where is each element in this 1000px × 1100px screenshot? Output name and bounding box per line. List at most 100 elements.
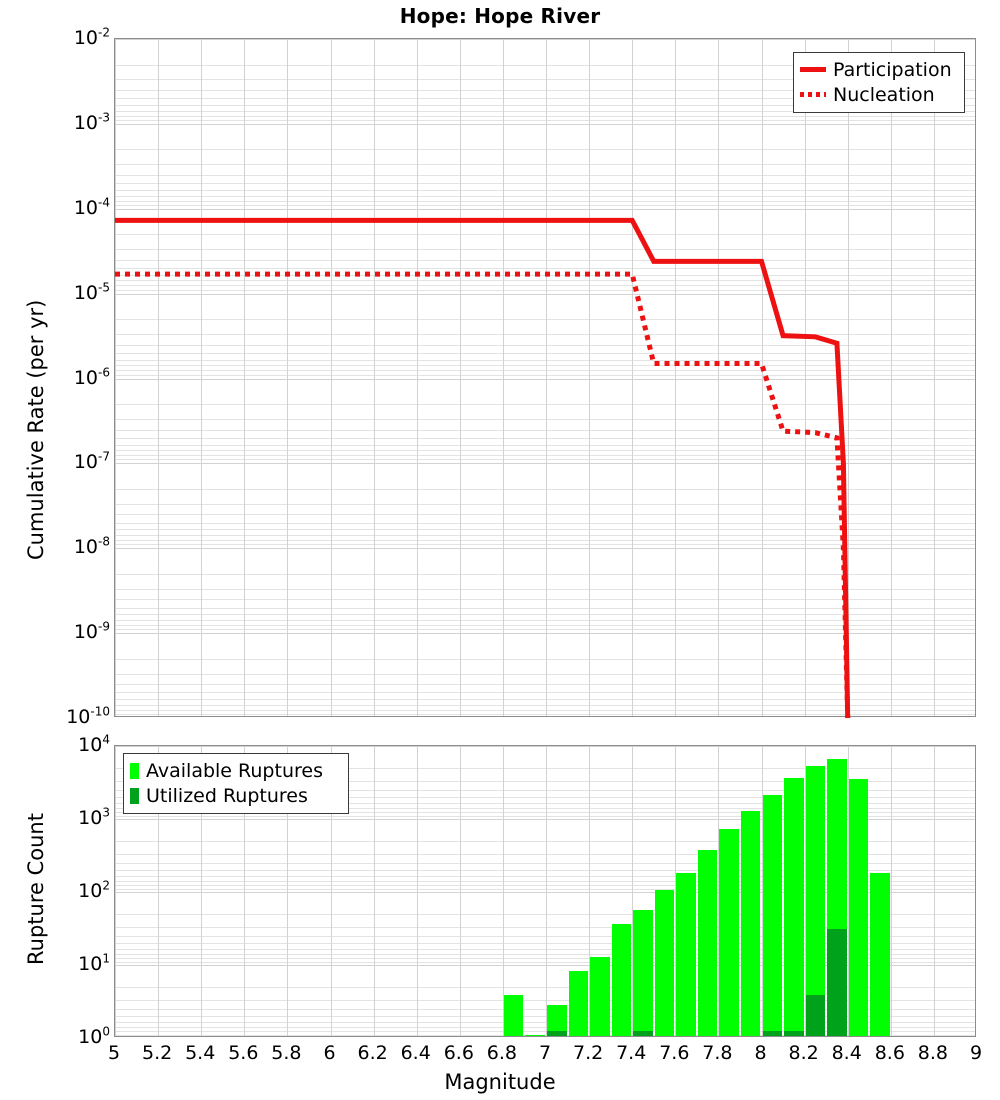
gridline-h xyxy=(115,79,975,80)
bar-group xyxy=(848,746,869,1036)
gridline-v xyxy=(115,746,116,1036)
gridline-v xyxy=(632,39,633,716)
gridline-h xyxy=(115,954,975,955)
gridline-v xyxy=(718,746,719,1036)
gridline-h xyxy=(115,881,975,882)
gridline-h xyxy=(115,419,975,420)
gridline-h xyxy=(115,290,975,291)
gridline-h xyxy=(115,808,975,809)
gridline-h xyxy=(115,90,975,91)
gridline-v xyxy=(675,746,676,1036)
gridline-h xyxy=(115,529,975,530)
gridline-h xyxy=(115,812,975,813)
xtick-label: 8.4 xyxy=(831,1042,862,1064)
xtick-label: 8.8 xyxy=(917,1042,948,1064)
gridline-v xyxy=(331,39,332,716)
gridline-v xyxy=(934,746,935,1036)
gridline-v xyxy=(374,746,375,1036)
figure-title: Hope: Hope River xyxy=(399,4,601,28)
ytick-label: 10-3 xyxy=(73,110,110,134)
gridline-v xyxy=(503,746,504,1036)
legend-label: Participation xyxy=(833,58,952,81)
bar-group xyxy=(633,746,653,1036)
xtick-label: 5.8 xyxy=(271,1042,302,1064)
gridline-v xyxy=(805,746,806,1036)
bar-available xyxy=(805,765,826,1036)
top-plot-ylabel: Cumulative Rate (per yr) xyxy=(24,299,48,560)
bar-group xyxy=(827,746,847,1036)
gridline-h xyxy=(115,962,975,963)
ytick-label: 103 xyxy=(78,805,110,829)
gridline-h xyxy=(115,205,975,206)
gridline-h xyxy=(115,841,975,842)
ytick-label: 10-5 xyxy=(73,280,110,304)
legend-dotted-line-icon xyxy=(800,92,826,97)
bar-group xyxy=(697,746,718,1036)
gridline-v xyxy=(287,746,288,1036)
bar-group xyxy=(805,746,826,1036)
gridline-h xyxy=(115,450,975,451)
gridline-h xyxy=(115,927,975,928)
gridline-h xyxy=(115,936,975,937)
gridline-v xyxy=(546,39,547,716)
bar-group xyxy=(654,746,675,1036)
gridline-h xyxy=(115,714,975,715)
bar-available xyxy=(870,873,890,1036)
bar-group xyxy=(676,746,696,1036)
bar-group xyxy=(740,746,761,1036)
gridline-h xyxy=(115,746,975,747)
gridline-h xyxy=(115,196,975,197)
ytick-label: 10-2 xyxy=(73,25,110,49)
legend-label: Utilized Ruptures xyxy=(146,784,308,807)
gridline-v xyxy=(201,39,202,716)
gridline-h xyxy=(115,1016,975,1017)
xtick-label: 5.6 xyxy=(228,1042,259,1064)
gridline-h xyxy=(115,958,975,959)
xtick-label: 6 xyxy=(323,1042,336,1064)
xtick-label: 6.6 xyxy=(443,1042,474,1064)
rupture-count-plot xyxy=(114,745,976,1037)
gridline-h xyxy=(115,589,975,590)
legend-item: Utilized Ruptures xyxy=(130,783,340,808)
gridline-h xyxy=(115,39,975,40)
bar-available xyxy=(611,924,632,1036)
xaxis-label: Magnitude xyxy=(444,1070,556,1094)
gridline-v xyxy=(546,746,547,1036)
bar-available xyxy=(654,890,675,1036)
gridline-h xyxy=(115,892,975,893)
gridline-h xyxy=(115,285,975,286)
gridline-h xyxy=(115,692,975,693)
gridline-h xyxy=(115,544,975,545)
gridline-h xyxy=(115,943,975,944)
bar-available xyxy=(676,873,696,1036)
top-plot-legend: Participation Nucleation xyxy=(793,52,965,113)
gridline-h xyxy=(115,633,975,634)
gridline-v xyxy=(718,39,719,716)
xtick-label: 7.4 xyxy=(616,1042,647,1064)
gridline-h xyxy=(115,319,975,320)
gridline-h xyxy=(115,404,975,405)
gridline-h xyxy=(115,105,975,106)
bar-utilized xyxy=(784,1031,804,1036)
gridline-h xyxy=(115,294,975,295)
xtick-label: 8.6 xyxy=(874,1042,905,1064)
bar-available xyxy=(848,779,869,1036)
gridline-h xyxy=(115,863,975,864)
gridline-h xyxy=(115,120,975,121)
gridline-h xyxy=(115,1035,975,1036)
xtick-label: 5 xyxy=(107,1042,121,1064)
gridline-h xyxy=(115,659,975,660)
gridline-v xyxy=(158,39,159,716)
gridline-h xyxy=(115,430,975,431)
ytick-label: 100 xyxy=(78,1024,110,1048)
bar-available xyxy=(697,850,718,1036)
gridline-v xyxy=(848,39,849,716)
bar-utilized xyxy=(633,1031,653,1036)
gridline-h xyxy=(115,819,975,820)
legend-label: Available Ruptures xyxy=(146,759,323,782)
gridline-h xyxy=(115,370,975,371)
gridline-h xyxy=(115,699,975,700)
gridline-v xyxy=(201,746,202,1036)
gridline-v xyxy=(244,746,245,1036)
gridline-h xyxy=(115,625,975,626)
